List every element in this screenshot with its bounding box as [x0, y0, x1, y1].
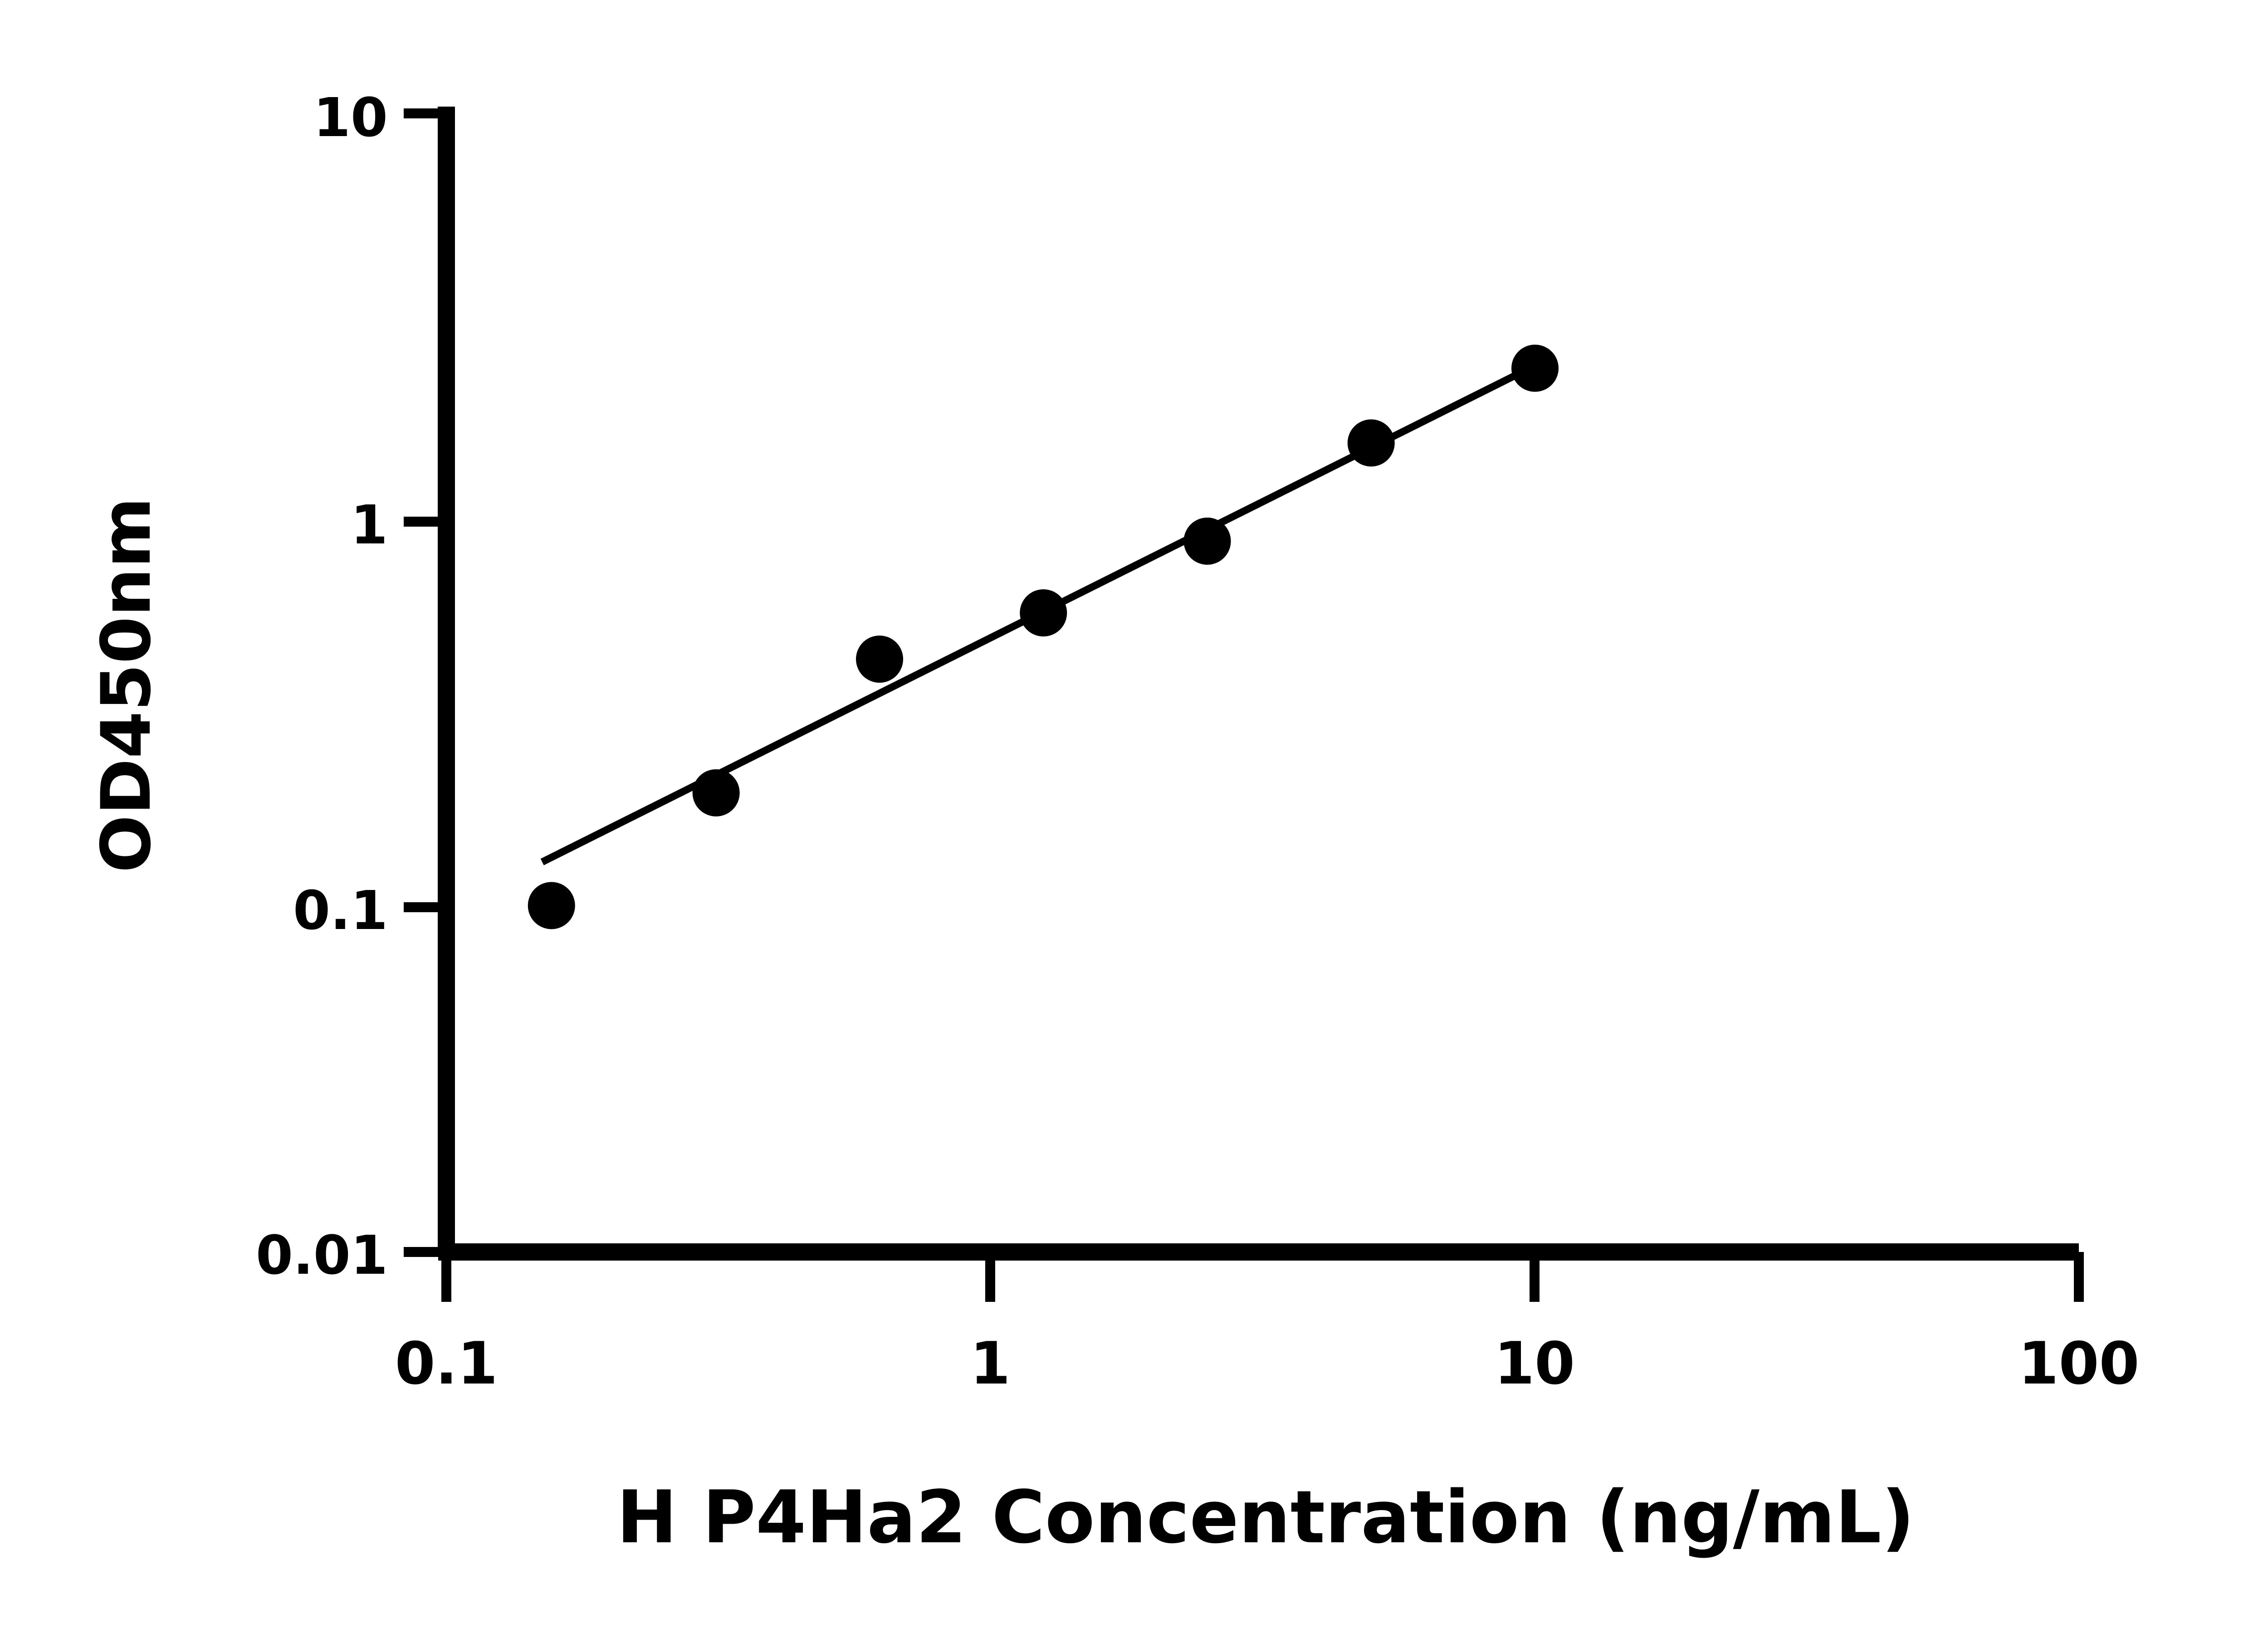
data-point-marker[interactable] [1020, 589, 1067, 637]
data-point-marker[interactable] [1511, 344, 1559, 392]
y-tick-label-10: 10 [313, 86, 388, 149]
y-axis: 10 1 0.1 0.01 [256, 86, 455, 1286]
data-point-marker[interactable] [528, 882, 575, 929]
data-point-marker[interactable] [1347, 419, 1395, 467]
y-tick-label-0-1: 0.1 [293, 879, 388, 942]
y-axis-title: OD450nm [87, 497, 166, 873]
y-tick-label-0-01: 0.01 [256, 1224, 388, 1286]
x-tick-label-1: 1 [970, 1330, 1010, 1398]
x-tick-label-100: 100 [2018, 1330, 2139, 1398]
data-point-marker[interactable] [692, 769, 740, 816]
x-tick-label-10: 10 [1494, 1330, 1575, 1398]
x-axis-title: H P4Ha2 Concentration (ng/mL) [616, 1475, 1915, 1560]
x-tick-label-0-1: 0.1 [395, 1330, 498, 1398]
data-series-layer [528, 344, 1559, 929]
x-axis: 0.1 1 10 100 [395, 1243, 2140, 1398]
data-point-marker[interactable] [1183, 518, 1231, 565]
y-tick-label-1: 1 [351, 494, 388, 556]
data-point-marker[interactable] [856, 636, 904, 683]
